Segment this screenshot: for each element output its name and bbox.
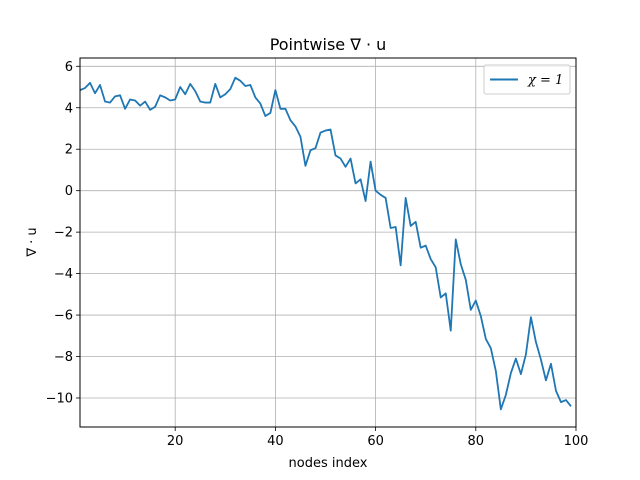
series-layer	[79, 76, 572, 411]
y-tick-label: 0	[65, 184, 73, 199]
y-tick-label: −6	[54, 309, 73, 324]
x-tick-label: 20	[167, 434, 184, 449]
legend-box	[483, 64, 571, 95]
y-tick-label: −4	[54, 267, 73, 282]
y-tick-label: −8	[54, 350, 73, 365]
y-tick-label: 2	[65, 143, 73, 158]
chart-title: Pointwise ∇ · u	[270, 35, 387, 54]
plot-frame	[79, 57, 577, 428]
legend: χ = 1	[483, 64, 571, 95]
x-tick-label: 100	[564, 434, 589, 449]
x-tick-label: 80	[468, 434, 485, 449]
x-axis-label: nodes index	[289, 456, 368, 471]
x-tick-label: 40	[267, 434, 284, 449]
x-tick-label: 60	[367, 434, 384, 449]
y-tick-label: −2	[54, 226, 73, 241]
ticks: 20 40 60 80 100 −10 −8 −6 −4 −2 0 2 4 6	[46, 60, 589, 449]
series-line	[79, 76, 572, 411]
y-tick-label: 4	[65, 101, 73, 116]
grid	[80, 58, 577, 427]
y-tick-label: 6	[65, 60, 73, 75]
legend-label: χ = 1	[527, 73, 563, 88]
y-axis-label: ∇ · u	[25, 227, 40, 257]
y-tick-label: −10	[46, 391, 73, 406]
